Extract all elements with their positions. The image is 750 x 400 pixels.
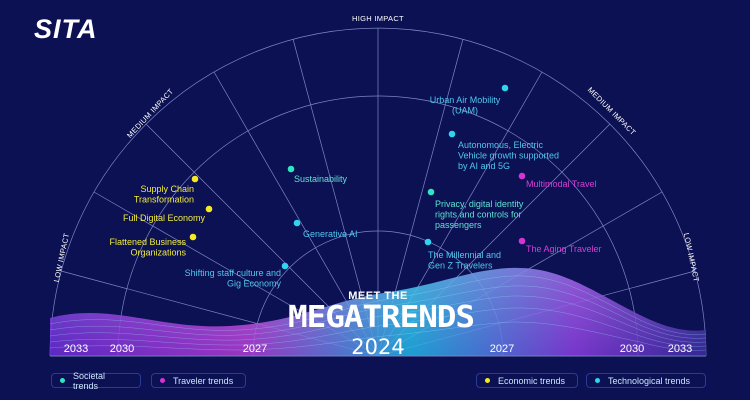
- legend-label: Societal trends: [72, 370, 105, 391]
- trend-aging-traveler[interactable]: The Aging Traveler: [518, 237, 602, 254]
- trend-dot: [518, 237, 526, 245]
- trend-flattened-business[interactable]: Flattened Business Organizations: [109, 233, 197, 258]
- trend-dot: [518, 172, 526, 180]
- year-left-inner: 2027: [243, 343, 267, 355]
- trend-label: The Millennial and Gen Z Travelers: [428, 250, 501, 271]
- trend-label: Shifting staff culture and Gig Economy: [185, 268, 282, 289]
- headline-pre: MEET THE: [348, 290, 408, 302]
- legend-dot-icon: [160, 378, 165, 383]
- legend-label: Traveler trends: [173, 375, 234, 386]
- legend-dot-icon: [595, 378, 600, 383]
- sita-logo: SITA: [34, 14, 98, 44]
- trend-staff-gig-economy[interactable]: Shifting staff culture and Gig Economy: [185, 262, 289, 289]
- low-impact-right-label: LOW IMPACT: [682, 232, 701, 283]
- trend-label: Supply Chain Transformation: [134, 184, 194, 205]
- trend-millennial-genz[interactable]: The Millennial and Gen Z Travelers: [424, 238, 501, 271]
- trend-label: Sustainability: [294, 174, 348, 184]
- wave-decoration: [49, 267, 707, 357]
- trend-dot: [205, 205, 213, 213]
- trend-dot: [501, 84, 509, 92]
- trend-dot: [287, 165, 295, 173]
- trend-label: Privacy, digital identity rights and cont…: [435, 199, 524, 230]
- trend-label: The Aging Traveler: [526, 244, 602, 254]
- trend-dot: [427, 188, 435, 196]
- trend-urban-air-mobility[interactable]: Urban Air Mobility (UAM): [430, 84, 509, 116]
- high-impact-label: HIGH IMPACT: [352, 14, 404, 23]
- trend-sustainability[interactable]: Sustainability: [287, 165, 348, 184]
- trend-full-digital-economy[interactable]: Full Digital Economy: [123, 205, 213, 223]
- trend-dot: [424, 238, 432, 246]
- trend-label: Urban Air Mobility (UAM): [430, 95, 501, 116]
- headline-main: MEGATRENDS: [288, 300, 474, 335]
- trend-autonomous-ev[interactable]: Autonomous, Electric Vehicle growth suppo…: [448, 130, 559, 171]
- low-impact-left-label: LOW IMPACT: [52, 232, 71, 283]
- legend-dot-icon: [485, 378, 490, 383]
- trend-markers: Urban Air Mobility (UAM) Autonomous, Elec…: [109, 84, 602, 289]
- trend-label: Generative AI: [303, 229, 358, 239]
- year-labels: 2033 2030 2027 2027 2030 2033: [64, 343, 692, 355]
- trend-label: Full Digital Economy: [123, 213, 206, 223]
- trend-supply-chain[interactable]: Supply Chain Transformation: [134, 175, 199, 205]
- headline: MEET THE MEGATRENDS 2024: [288, 290, 475, 359]
- medium-impact-left-label: MEDIUM IMPACT: [125, 87, 175, 140]
- trend-generative-ai[interactable]: Generative AI: [293, 219, 358, 239]
- legend-economic: Economic trends: [476, 373, 578, 388]
- trend-label: Flattened Business Organizations: [109, 237, 186, 258]
- year-right-inner: 2027: [490, 343, 514, 355]
- legend-societal: Societal trends: [51, 370, 141, 391]
- trend-dot: [191, 175, 199, 183]
- year-left-outer: 2033: [64, 343, 88, 355]
- trend-dot: [293, 219, 301, 227]
- trend-multimodal-travel[interactable]: Multimodal Travel: [518, 172, 597, 189]
- medium-impact-right-label: MEDIUM IMPACT: [586, 85, 638, 137]
- trend-dot: [189, 233, 197, 241]
- headline-year: 2024: [351, 335, 404, 359]
- legend-traveler: Traveler trends: [151, 373, 246, 388]
- year-right-mid: 2030: [620, 343, 644, 355]
- legend-label: Technological trends: [608, 375, 691, 386]
- trend-dot: [448, 130, 456, 138]
- legend-dot-icon: [60, 378, 65, 383]
- trend-label: Autonomous, Electric Vehicle growth suppo…: [458, 140, 559, 171]
- year-right-outer: 2033: [668, 343, 692, 355]
- trend-privacy-identity[interactable]: Privacy, digital identity rights and cont…: [427, 188, 524, 230]
- trend-dot: [281, 262, 289, 270]
- year-left-mid: 2030: [110, 343, 134, 355]
- legend-technological: Technological trends: [586, 373, 706, 388]
- trend-label: Multimodal Travel: [526, 179, 597, 189]
- legend-label: Economic trends: [498, 375, 566, 386]
